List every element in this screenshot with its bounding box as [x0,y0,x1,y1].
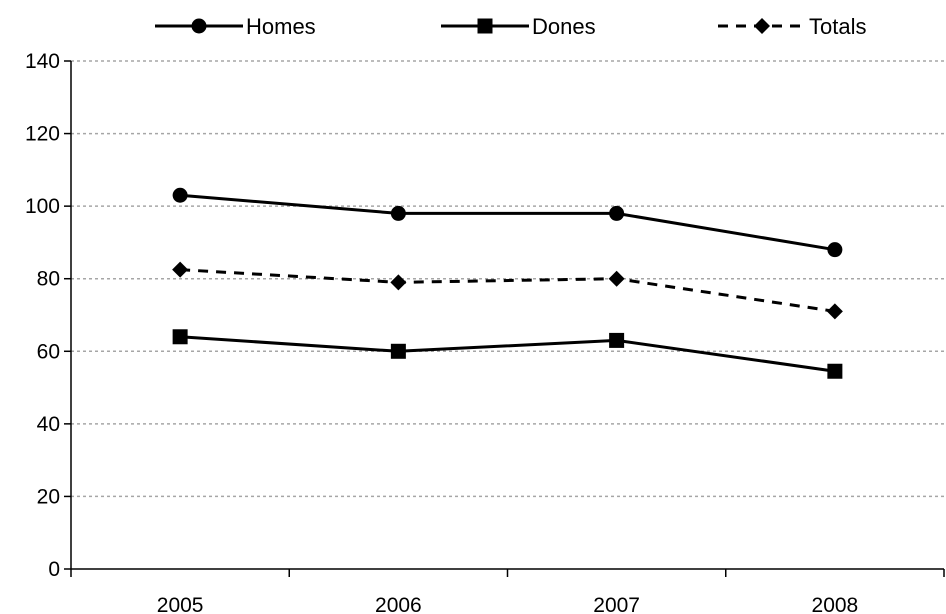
series-dones [172,329,843,379]
y-tick-label: 80 [37,268,60,291]
y-tick-label: 60 [37,340,60,363]
data-point-totals [390,274,407,291]
series-totals [172,261,843,320]
y-tick-label: 100 [25,195,60,218]
data-point-dones [172,329,188,345]
x-axis-ticks: 2005 2006 2007 2008 [70,569,945,614]
x-tick-label: 2008 [812,594,859,614]
legend-label-dones: Dones [532,14,596,39]
legend-item-totals: Totals [718,14,866,39]
data-point-dones [609,332,625,348]
gridlines [71,60,944,498]
series-homes [172,187,843,258]
y-tick-label: 40 [37,413,60,436]
legend-item-dones: Dones [441,14,596,39]
legend-marker-homes [191,18,207,34]
data-point-homes [609,205,625,221]
series-line-dones [180,335,836,373]
legend-marker-totals [754,18,770,34]
series-line-totals [180,268,836,313]
legend-label-totals: Totals [809,14,866,39]
legend-item-homes: Homes [155,14,316,39]
x-tick-label: 2007 [593,594,640,614]
data-point-homes [827,242,843,258]
series-group [172,187,843,379]
data-point-totals [172,261,189,278]
data-point-homes [390,205,406,221]
legend-marker-dones [477,18,493,34]
x-tick-label: 2005 [157,594,204,614]
axes [70,61,944,570]
legend: Homes Dones Totals [155,14,866,39]
y-tick-label: 20 [37,485,60,508]
legend-label-homes: Homes [246,14,316,39]
y-tick-label: 140 [25,50,60,73]
data-point-dones [827,363,843,379]
y-tick-label: 120 [25,123,60,146]
data-point-totals [826,303,843,320]
series-line-homes [180,193,836,252]
data-point-dones [390,343,406,359]
y-tick-label: 0 [48,558,60,581]
y-axis-ticks: 0 20 40 60 80 100 120 140 [25,50,71,581]
x-tick-label: 2006 [375,594,422,614]
data-point-totals [608,270,625,287]
data-point-homes [172,187,188,203]
